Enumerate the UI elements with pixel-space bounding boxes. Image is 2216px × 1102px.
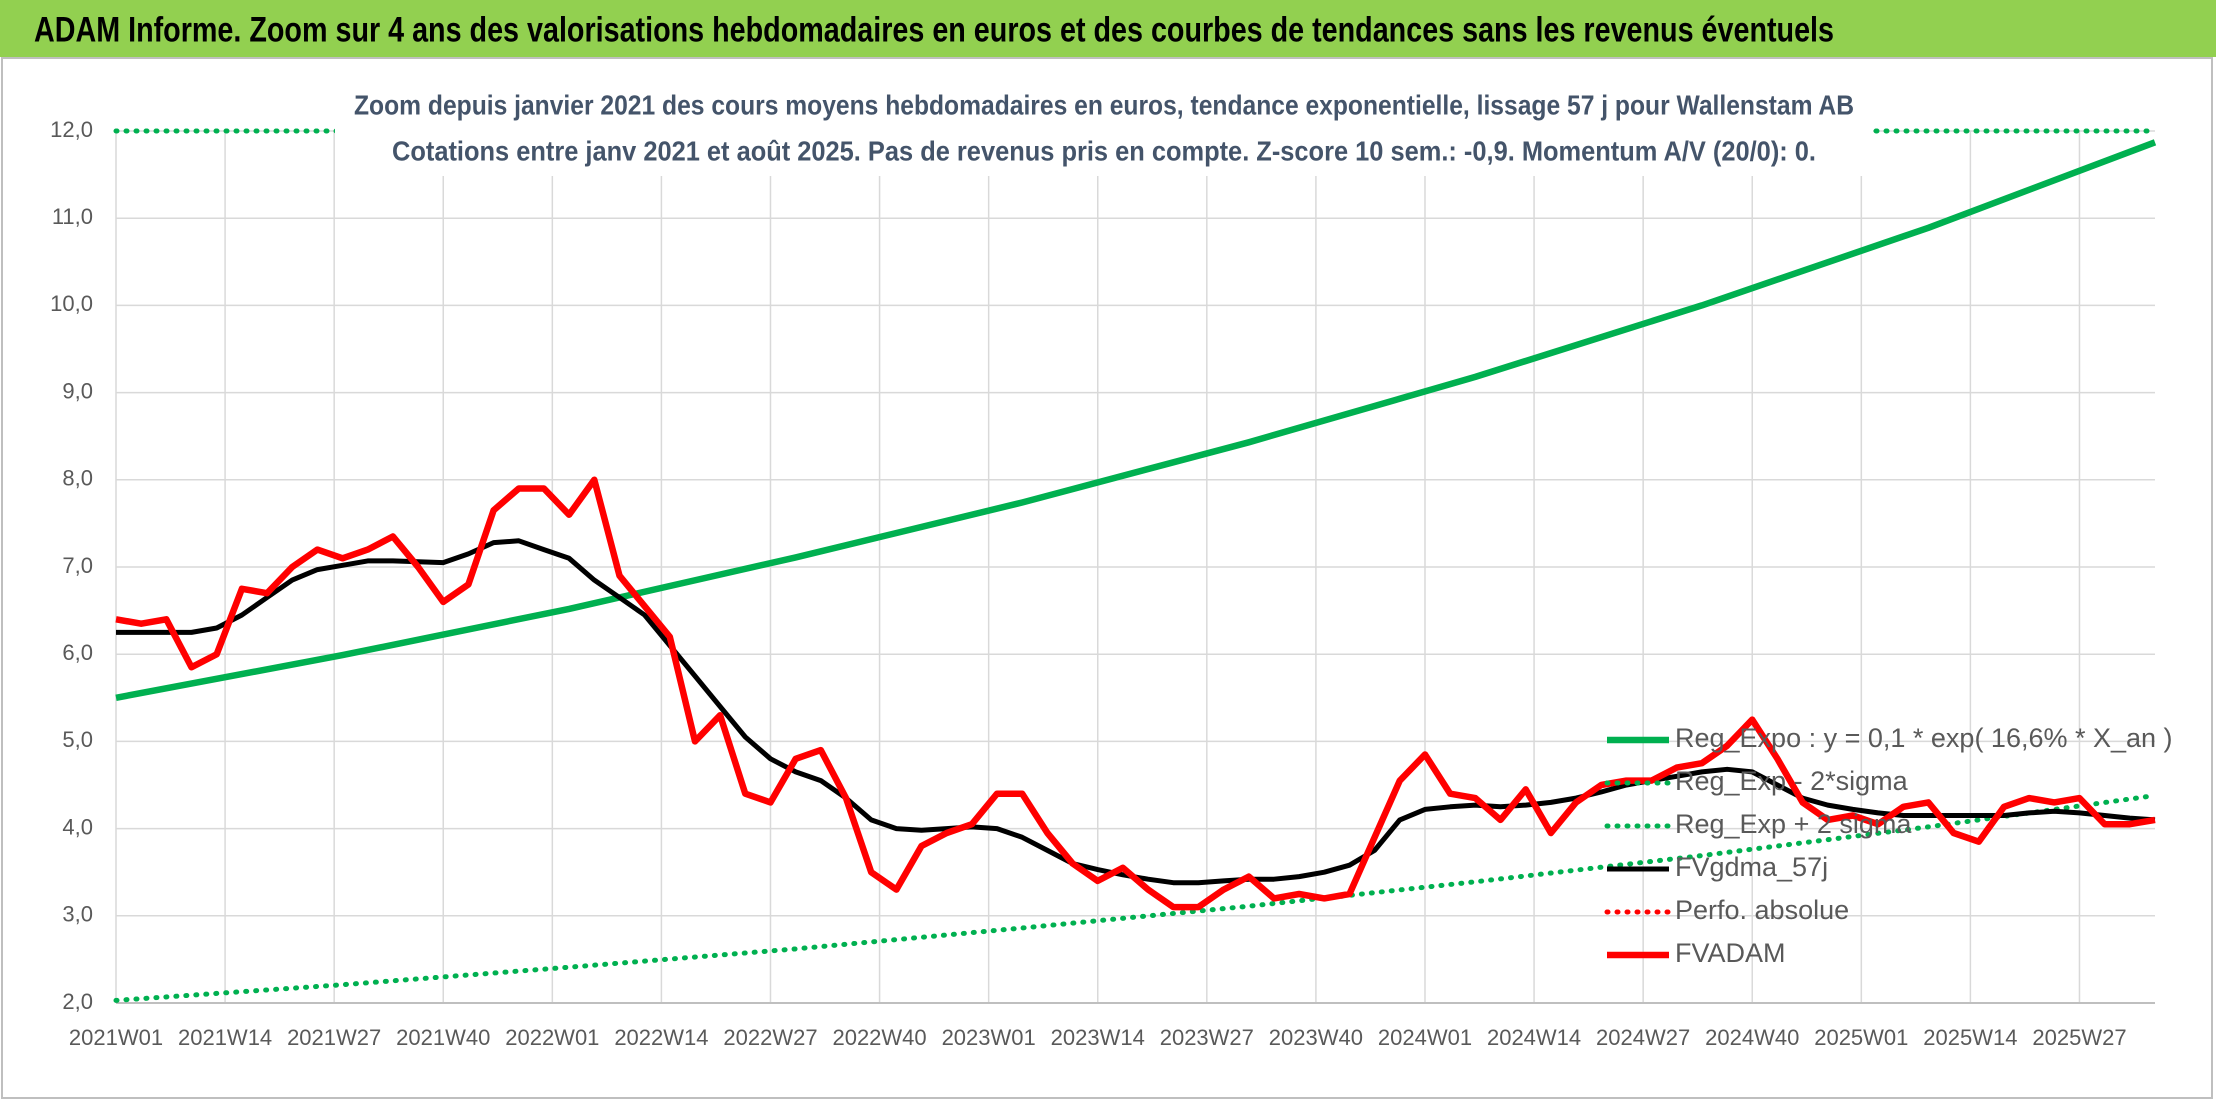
x-tick-label: 2023W14 [1051,1025,1145,1050]
x-tick-label: 2025W14 [1923,1025,2017,1050]
x-tick-label: 2023W01 [942,1025,1036,1050]
legend-label: Reg_Exp + 2 sigma [1675,809,1912,839]
x-tick-label: 2021W27 [287,1025,381,1050]
legend-label: Perfo. absolue [1675,895,1849,925]
legend-label: Reg_Exp - 2*sigma [1675,766,1909,796]
chart-title: ADAM Informe. Zoom sur 4 ans des valoris… [34,10,1834,49]
y-tick-label: 11,0 [52,204,93,229]
y-tick-label: 5,0 [62,727,93,752]
legend-label: FVADAM [1675,938,1786,968]
x-tick-label: 2021W01 [69,1025,163,1050]
subtitle-line: Zoom depuis janvier 2021 des cours moyen… [354,89,1854,120]
series-line [113,793,2158,1003]
legend: Reg_Expo : y = 0,1 * exp( 16,6% * X_an )… [1604,723,2173,968]
x-tick-label: 2024W01 [1378,1025,1472,1050]
y-tick-label: 2,0 [62,989,93,1014]
x-tick-label: 2022W27 [723,1025,817,1050]
y-tick-label: 9,0 [62,378,93,403]
x-tick-label: 2021W40 [396,1025,490,1050]
x-tick-label: 2024W27 [1596,1025,1690,1050]
subtitle-line: Cotations entre janv 2021 et août 2025. … [392,135,1816,166]
y-tick-label: 8,0 [62,466,93,491]
x-tick-label: 2025W01 [1814,1025,1908,1050]
series-line [115,476,2156,911]
x-tick-label: 2024W14 [1487,1025,1581,1050]
subtitle-box [335,86,1873,176]
x-tick-label: 2023W27 [1160,1025,1254,1050]
x-tick-label: 2022W01 [505,1025,599,1050]
x-tick-label: 2022W40 [832,1025,926,1050]
x-tick-label: 2024W40 [1705,1025,1799,1050]
y-tick-label: 10,0 [50,291,93,316]
header-band [0,0,2216,57]
y-tick-label: 6,0 [62,640,93,665]
x-tick-label: 2025W27 [2032,1025,2126,1050]
legend-label: Reg_Expo : y = 0,1 * exp( 16,6% * X_an ) [1675,723,2173,753]
legend-label: FVgdma_57j [1675,852,1828,882]
y-tick-label: 3,0 [62,902,93,927]
x-tick-label: 2022W14 [614,1025,708,1050]
grid: 2,0 3,0 4,0 5,0 6,0 7,0 8,0 9,0 10,0 11,0 12,0 2021… [50,117,2155,1050]
y-tick-label: 7,0 [62,553,93,578]
y-tick-label: 4,0 [62,814,93,839]
series-lines [113,128,2158,1003]
series-line [115,139,2157,701]
x-tick-label: 2023W40 [1269,1025,1363,1050]
chart-border [1,57,2213,1099]
y-tick-label: 12,0 [50,117,93,142]
x-tick-label: 2021W14 [178,1025,272,1050]
